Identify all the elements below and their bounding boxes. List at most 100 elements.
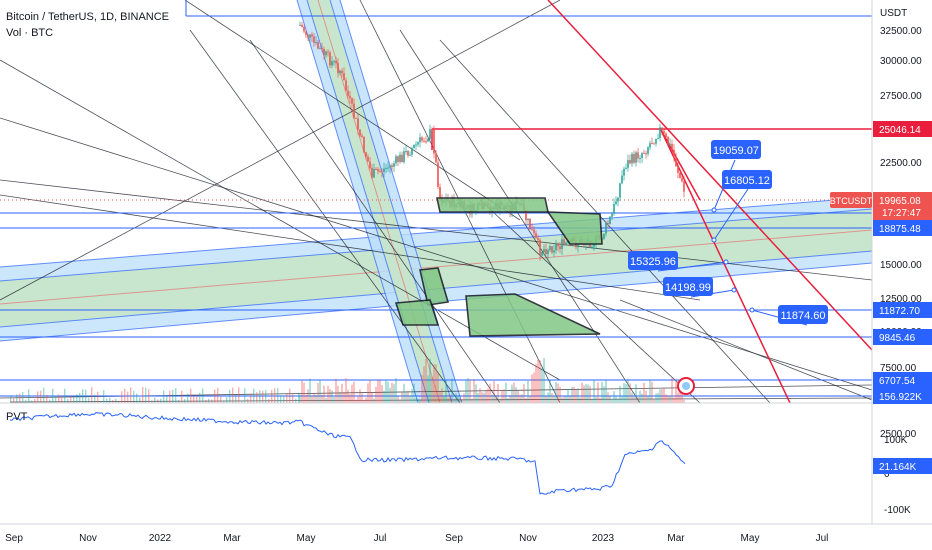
volume-bar [483,392,485,403]
volume-bar [495,395,497,403]
volume-bar [621,395,623,403]
consolidation-box [546,211,603,245]
candle [373,168,375,178]
volume-bar [311,395,313,403]
volume-bar [357,396,359,403]
volume-bar [124,388,126,403]
volume-bar [343,392,345,403]
candle [365,152,367,157]
volume-bar [415,397,417,403]
candle [301,24,303,27]
volume-bar [425,359,427,403]
trend-line [619,299,873,401]
candle [577,244,579,248]
volume-bar [655,393,657,403]
callout-anchor [723,259,729,265]
volume-bar [663,388,665,403]
candle [613,204,615,214]
time-tick: 2022 [149,533,172,544]
price-badge [873,220,932,236]
volume-bar [397,396,399,403]
volume-bar [169,390,171,403]
volume-bar [70,396,72,403]
volume-bar [599,397,601,403]
candle [313,36,315,43]
volume-bar [419,399,421,403]
volume-bar [407,390,409,403]
consolidation-box [419,267,450,306]
resistance-trend-line [659,127,791,404]
volume-bar [333,397,335,403]
candle [305,31,307,35]
candle [553,250,555,253]
volume-bar [247,398,249,403]
candle [629,160,631,164]
candle [627,160,629,168]
candle [349,95,351,99]
candle [561,239,563,250]
candle [397,156,399,162]
candle [541,251,543,256]
candle [427,138,429,142]
volume-bar [193,395,195,403]
trend-line [249,39,501,404]
volume-bar [497,383,499,403]
candle [421,137,423,141]
volume-bar [399,399,401,403]
volume-bar [359,389,361,403]
candle [683,181,685,192]
candle [615,201,617,205]
triangle-pattern [465,293,601,337]
volume-bar [651,381,653,403]
volume-bar [511,384,513,403]
time-tick: May [297,533,316,544]
last-price-badge [873,192,932,220]
consolidation-box [436,197,549,213]
candle [357,118,359,130]
volume-bar [187,393,189,403]
time-tick: Mar [223,533,241,544]
candle [405,150,407,152]
trend-line [0,117,873,391]
price-badge-value: 11872.70 [879,306,920,317]
candle [321,48,323,50]
candle [651,143,653,145]
candle [391,165,393,167]
candle [641,153,643,159]
volume-bar [88,397,90,403]
volume-bar [154,397,156,403]
volume-bar [217,387,219,403]
volume-bar [653,399,655,403]
candle [395,156,397,164]
candle [639,158,641,160]
volume-bar [501,390,503,403]
countdown: 17:27:47 [882,208,921,219]
volume-bar [58,394,60,403]
volume-bar [649,379,651,403]
candle [423,140,425,142]
candle [565,242,567,245]
volume-bar [427,375,429,403]
volume-bar [286,393,288,403]
candle [331,61,333,66]
price-tick: 27500.00 [880,91,922,102]
volume-bar [589,385,591,403]
volume-bar [585,384,587,403]
volume-bar [381,385,383,403]
volume-bar [537,359,539,403]
volume-bar [473,379,475,403]
price-badge [873,302,932,318]
time-tick: Sep [5,533,23,544]
candle [367,156,369,162]
volume-bar [517,390,519,403]
candle [299,24,301,26]
volume-bar [429,358,431,403]
volume-bar [196,395,198,403]
volume-bar [565,396,567,403]
volume-bar [607,392,609,403]
volume-bar [609,396,611,403]
volume-bar [559,386,561,403]
volume-bar [160,398,162,403]
volume-bar [190,388,192,403]
